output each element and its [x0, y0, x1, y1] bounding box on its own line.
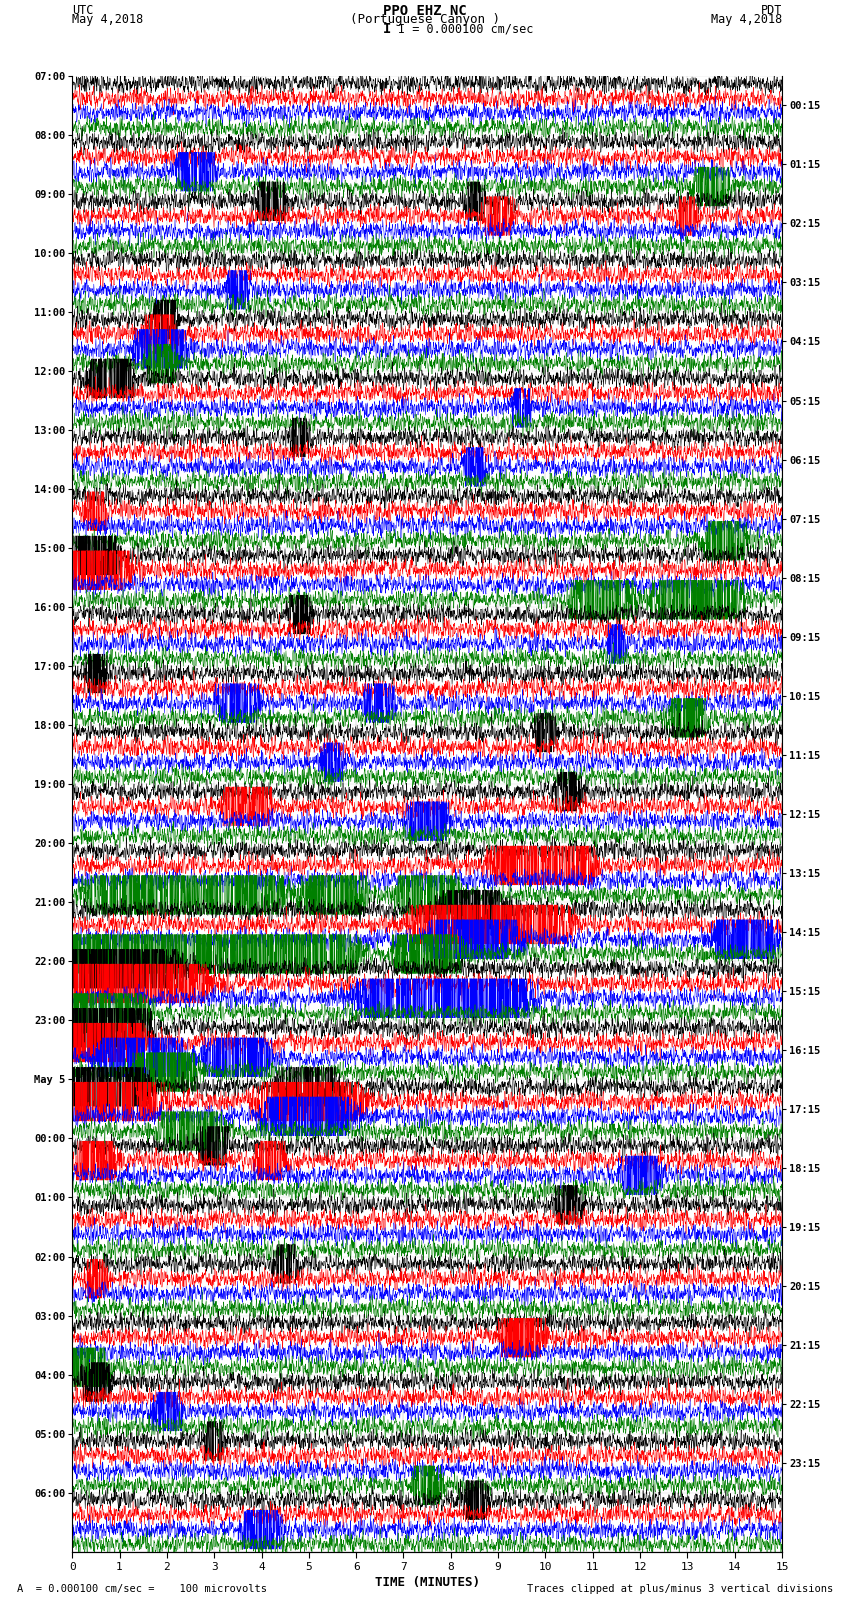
Text: (Portuguese Canyon ): (Portuguese Canyon ) — [350, 13, 500, 26]
Text: I: I — [382, 23, 391, 35]
Text: A  = 0.000100 cm/sec =    100 microvolts: A = 0.000100 cm/sec = 100 microvolts — [17, 1584, 267, 1594]
Text: PPO EHZ NC: PPO EHZ NC — [383, 5, 467, 18]
X-axis label: TIME (MINUTES): TIME (MINUTES) — [375, 1576, 479, 1589]
Text: May 4,2018: May 4,2018 — [72, 13, 144, 26]
Text: Traces clipped at plus/minus 3 vertical divisions: Traces clipped at plus/minus 3 vertical … — [527, 1584, 833, 1594]
Text: PDT: PDT — [761, 5, 782, 18]
Text: UTC: UTC — [72, 5, 94, 18]
Text: I = 0.000100 cm/sec: I = 0.000100 cm/sec — [398, 23, 533, 35]
Text: May 4,2018: May 4,2018 — [711, 13, 782, 26]
